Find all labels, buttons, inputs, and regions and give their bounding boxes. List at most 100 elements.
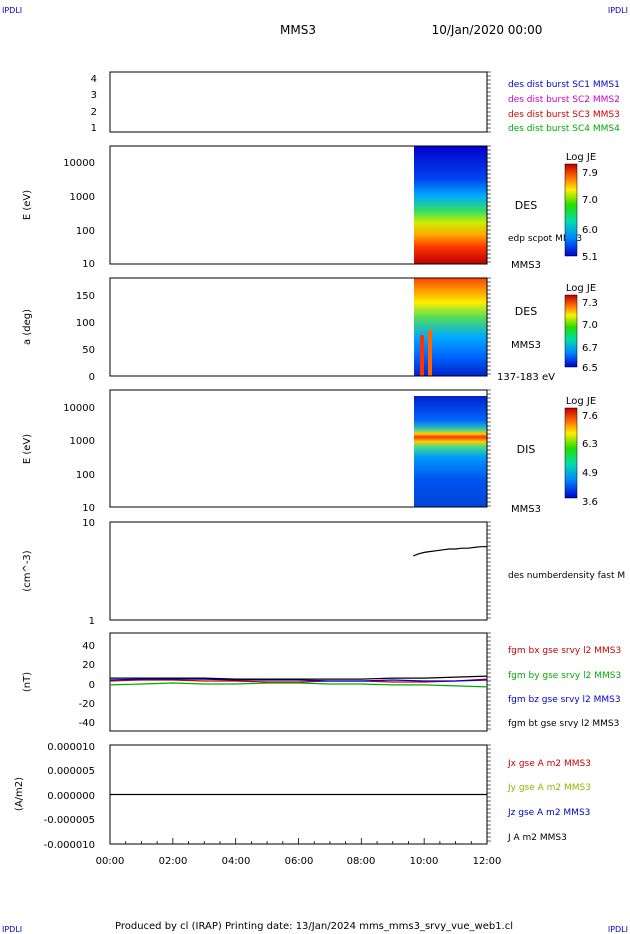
des-pitch-ytick-150: 150 <box>76 291 95 302</box>
magnetic-field-series-2 <box>109 678 488 682</box>
mission-title: MMS3 <box>280 23 316 37</box>
panel-magnetic-field: -40 -20 0 20 40 (nT) fgm bx gse srvy l2 … <box>22 632 621 732</box>
current-ytick-0: 0.000000 <box>47 791 95 802</box>
current-ylabel: (A/m2) <box>14 777 25 811</box>
xtick-08: 08:00 <box>347 856 376 867</box>
des-energy-ylabel: E (eV) <box>22 190 33 220</box>
bfield-ytick-0: 0 <box>89 680 95 691</box>
des-pitch-colorbar-title: Log JE <box>566 283 596 294</box>
burst-ytick-4: 4 <box>91 74 97 85</box>
legend-j: J A m2 MMS3 <box>507 833 567 843</box>
des-pitch-label: DES <box>515 305 537 318</box>
current-ytick-5: 0.000005 <box>47 766 95 777</box>
panel-des-pitch-frame <box>109 277 488 377</box>
footer-left-label: IPDLI <box>2 925 22 934</box>
density-ytick-10: 10 <box>82 518 95 529</box>
legend-density: des numberdensity fast M <box>508 571 625 581</box>
des-pitch-cbar-tick-0: 7.3 <box>582 298 598 309</box>
des-pitch-cbar-tick-3: 6.5 <box>582 363 598 374</box>
des-energy-spectrogram <box>414 146 487 264</box>
dis-energy-ytick-10: 10 <box>82 503 95 514</box>
dis-energy-ytick-10000: 10000 <box>63 403 95 414</box>
dis-energy-label: DIS <box>517 443 536 456</box>
des-energy-sublabel: edp scpot MMS3 <box>508 234 582 244</box>
magnetic-field-series-1 <box>109 682 488 688</box>
des-pitch-burst-b <box>428 330 432 376</box>
dis-energy-ytick-1000: 1000 <box>70 436 95 447</box>
panel-des-energy: 10 100 1000 10000 E (eV) DES edp scpot M… <box>22 145 598 271</box>
dis-energy-mission: MMS3 <box>511 504 541 515</box>
dis-energy-cbar-tick-1: 6.3 <box>582 439 598 450</box>
density-ytick-1: 1 <box>89 616 95 627</box>
panel-magnetic-field-frame <box>109 632 488 732</box>
burst-ytick-1: 1 <box>91 123 97 134</box>
dis-energy-colorbar-title: Log JE <box>566 396 596 407</box>
legend-burst-sc4: des dist burst SC4 MMS4 <box>508 124 620 134</box>
panel-density-frame <box>109 521 488 621</box>
bfield-ytick-m20: -20 <box>79 699 95 710</box>
des-energy-cbar-tick-3: 5.1 <box>582 252 598 263</box>
des-pitch-ylabel: a (deg) <box>22 309 33 345</box>
legend-burst-sc3: des dist burst SC3 MMS3 <box>508 110 620 120</box>
des-energy-ytick-100: 100 <box>76 226 95 237</box>
header-right-label: IPDLI <box>608 6 628 15</box>
density-ylabel: (cm^-3) <box>22 550 33 591</box>
legend-burst-sc1: des dist burst SC1 MMS1 <box>508 80 620 90</box>
des-pitch-ytick-0: 0 <box>89 372 95 383</box>
des-pitch-burst-a <box>420 335 424 376</box>
legend-bx: fgm bx gse srvy l2 MMS3 <box>508 646 621 656</box>
dis-energy-ytick-100: 100 <box>76 470 95 481</box>
des-energy-cbar-tick-2: 6.0 <box>582 225 598 236</box>
date-title: 10/Jan/2020 00:00 <box>432 23 543 37</box>
des-energy-ytick-1000: 1000 <box>70 192 95 203</box>
dis-energy-spectrogram <box>414 396 487 507</box>
des-pitch-cbar-tick-1: 7.0 <box>582 320 598 331</box>
legend-bz: fgm bz gse srvy l2 MMS3 <box>508 695 621 705</box>
legend-by: fgm by gse srvy l2 MMS3 <box>508 671 621 681</box>
legend-jy: Jy gse A m2 MMS3 <box>507 783 591 793</box>
des-pitch-energy-range: 137-183 eV <box>497 372 555 383</box>
bfield-ylabel: (nT) <box>22 672 33 692</box>
axis-tick-marks <box>109 71 491 844</box>
xtick-10: 10:00 <box>410 856 439 867</box>
legend-jz: Jz gse A m2 MMS3 <box>507 808 590 818</box>
burst-ytick-2: 2 <box>91 107 97 118</box>
panel-burst: 1 2 3 4 des dist burst SC1 MMS1 des dist… <box>91 71 620 134</box>
des-energy-ytick-10000: 10000 <box>63 158 95 169</box>
bfield-ytick-m40: -40 <box>79 718 95 729</box>
des-pitch-cbar-tick-2: 6.7 <box>582 343 598 354</box>
series-lines <box>109 546 488 796</box>
dis-energy-ylabel: E (eV) <box>22 434 33 464</box>
footer-right-label: IPDLI <box>608 925 628 934</box>
des-pitch-colorbar <box>564 294 578 368</box>
des-energy-label: DES <box>515 199 537 212</box>
des-pitch-ytick-50: 50 <box>82 345 95 356</box>
density-series-0 <box>412 546 487 557</box>
des-pitch-spectrogram <box>414 278 487 376</box>
current-ytick-m5: -0.000005 <box>44 815 95 826</box>
des-pitch-ytick-100: 100 <box>76 318 95 329</box>
xtick-12: 12:00 <box>473 856 502 867</box>
legend-bt: fgm bt gse srvy l2 MMS3 <box>508 719 619 729</box>
xtick-02: 02:00 <box>159 856 188 867</box>
panel-des-energy-frame <box>109 145 488 265</box>
current-ytick-10: 0.000010 <box>47 742 95 753</box>
xtick-04: 04:00 <box>222 856 251 867</box>
panel-des-pitch: 0 50 100 150 a (deg) DES MMS3 137-183 eV… <box>22 277 598 383</box>
footer-text: Produced by cl (IRAP) Printing date: 13/… <box>115 921 513 932</box>
dis-energy-colorbar <box>564 407 578 499</box>
des-energy-colorbar-title: Log JE <box>566 152 596 163</box>
panel-dis-energy: 10 100 1000 10000 E (eV) DIS MMS3 Log JE… <box>22 389 598 515</box>
des-energy-ytick-10: 10 <box>82 259 95 270</box>
dis-energy-cbar-tick-0: 7.6 <box>582 411 598 422</box>
xtick-00: 00:00 <box>96 856 125 867</box>
panel-density: 1 10 (cm^-3) des numberdensity fast M <box>22 518 625 627</box>
dis-energy-cbar-tick-2: 4.9 <box>582 468 598 479</box>
magnetic-field-series-0 <box>109 678 488 683</box>
panel-burst-frame <box>109 71 488 133</box>
bfield-ytick-40: 40 <box>82 641 95 652</box>
panel-current: -0.000010 -0.000005 0.000000 0.000005 0.… <box>14 742 591 867</box>
des-energy-colorbar <box>564 163 578 257</box>
dis-energy-cbar-tick-3: 3.6 <box>582 497 598 508</box>
des-energy-cbar-tick-1: 7.0 <box>582 195 598 206</box>
